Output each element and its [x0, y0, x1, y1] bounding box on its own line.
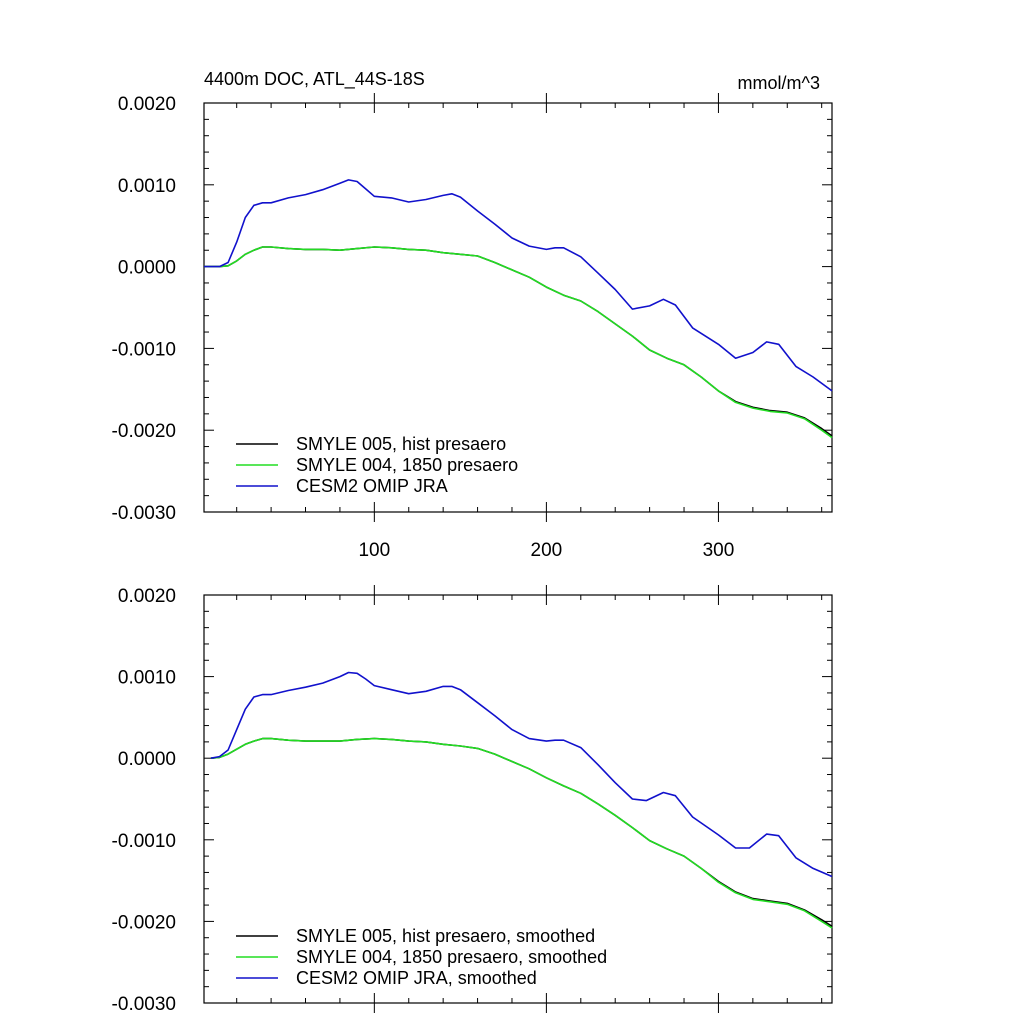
y-tick-label: -0.0010 — [112, 831, 176, 852]
y-tick-label: 0.0020 — [118, 586, 176, 607]
chart-panel-1: 0.0020 0.0010 0.0000 -0.0010 -0.0020 -0.0030 1… — [112, 69, 833, 561]
legend-label-1: SMYLE 005, hist presaero, smoothed — [296, 926, 595, 946]
y-tick-label: 0.0020 — [118, 94, 176, 115]
series-line-3 — [210, 671, 833, 878]
legend-label-1: SMYLE 005, hist presaero — [296, 434, 506, 454]
y-tick-label: -0.0030 — [112, 994, 176, 1015]
y-tick-label: 0.0010 — [118, 668, 176, 689]
y-tick-label: -0.0020 — [112, 421, 176, 442]
y-tick-label: -0.0010 — [112, 339, 176, 360]
legend-label-3: CESM2 OMIP JRA, smoothed — [296, 968, 537, 988]
y-tick-label: 0.0000 — [118, 749, 176, 770]
series-line-1 — [210, 737, 833, 927]
y-tick-label: -0.0030 — [112, 503, 176, 524]
series-line-2 — [204, 246, 833, 439]
series-line-1 — [204, 246, 833, 437]
y-tick-label: 0.0010 — [118, 176, 176, 197]
chart-units: mmol/m^3 — [738, 73, 820, 93]
legend-label-2: SMYLE 004, 1850 presaero, smoothed — [296, 947, 607, 967]
series-line-2 — [210, 737, 833, 929]
chart-panel-2: 0.0020 0.0010 0.0000 -0.0010 -0.0020 -0.0030 S… — [112, 585, 833, 1015]
plot-frame — [203, 102, 833, 513]
series-line-3 — [204, 179, 833, 392]
x-tick-label: 100 — [358, 540, 390, 561]
legend-label-2: SMYLE 004, 1850 presaero — [296, 455, 518, 475]
chart-title: 4400m DOC, ATL_44S-18S — [204, 69, 425, 90]
x-tick-label: 300 — [703, 540, 735, 561]
plot-frame — [203, 594, 833, 1004]
y-tick-label: 0.0000 — [118, 258, 176, 279]
y-tick-label: -0.0020 — [112, 912, 176, 933]
x-tick-label: 200 — [531, 540, 563, 561]
legend-label-3: CESM2 OMIP JRA — [296, 476, 448, 496]
